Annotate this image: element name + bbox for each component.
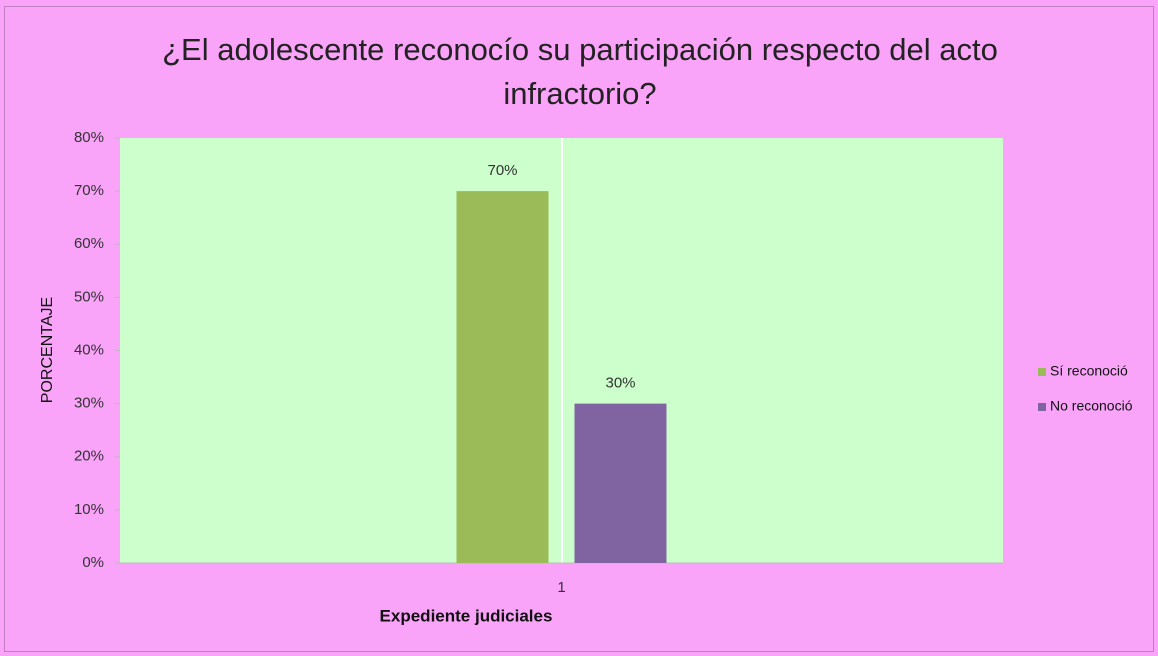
y-tick-label: 50% [74,288,104,305]
data-label: 70% [487,162,517,179]
chart-title: ¿El adolescente reconocío su participaci… [162,32,998,111]
y-tick-label: 40% [74,341,104,358]
chart-border [4,6,1154,652]
y-tick-label: 30% [74,395,104,412]
y-tick-label: 0% [82,554,104,571]
y-tick-label: 80% [74,129,104,146]
data-label: 30% [605,375,635,392]
y-tick-label: 70% [74,182,104,199]
legend-label: Sí reconoció [1050,363,1128,379]
legend-label: No reconoció [1050,398,1133,414]
y-tick-label: 20% [74,448,104,465]
bar [456,191,549,563]
legend-swatch [1038,368,1046,376]
x-tick-label: 1 [557,579,565,596]
y-tick-label: 10% [74,501,104,518]
y-tick-label: 60% [74,235,104,252]
legend-swatch [1038,403,1046,411]
x-axis-label: Expediente judiciales [380,606,553,625]
y-axis-label: PORCENTAJE [39,297,56,403]
bar [574,403,667,563]
